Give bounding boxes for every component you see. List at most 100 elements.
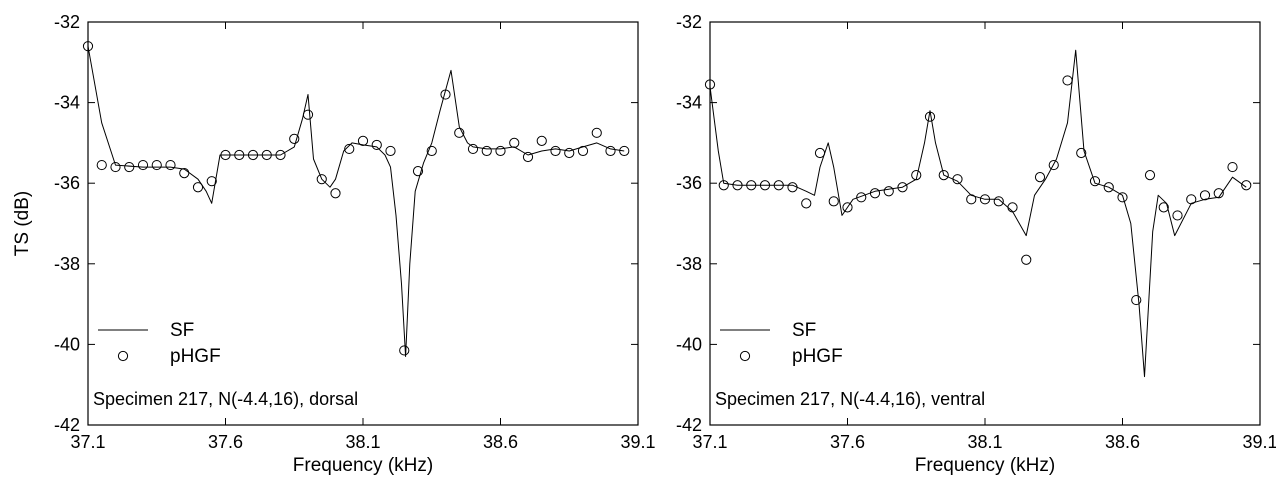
data-point-phgf xyxy=(96,159,107,171)
legend-label-sf: SF xyxy=(170,320,194,341)
data-point-phgf xyxy=(564,147,575,159)
data-point-phgf xyxy=(718,180,729,191)
data-point-phgf xyxy=(911,170,922,181)
data-point-phgf xyxy=(289,133,300,144)
data-point-phgf xyxy=(550,145,561,157)
y-tick-label: -38 xyxy=(54,254,80,274)
data-point-phgf xyxy=(1172,210,1183,221)
y-tick-label: -36 xyxy=(54,173,80,193)
data-point-phgf xyxy=(357,135,369,146)
data-point-phgf xyxy=(619,145,630,157)
data-point-phgf xyxy=(605,145,616,157)
data-point-phgf xyxy=(82,41,94,52)
data-point-phgf xyxy=(1213,188,1224,199)
data-point-phgf xyxy=(869,188,881,199)
data-point-phgf xyxy=(371,139,382,151)
data-point-phgf xyxy=(481,145,492,157)
data-point-phgf xyxy=(1034,172,1046,183)
data-point-phgf xyxy=(344,143,355,155)
data-point-phgf xyxy=(536,135,547,146)
data-point-phgf xyxy=(467,143,479,155)
data-point-phgf xyxy=(137,159,149,171)
data-point-phgf xyxy=(814,147,826,159)
specimen-annotation: Specimen 217, N(-4.4,16), dorsal xyxy=(93,389,358,409)
y-tick-label: -42 xyxy=(676,415,702,435)
y-axis-label: TS (dB) xyxy=(12,191,33,256)
data-point-phgf xyxy=(385,145,396,157)
y-tick-label: -42 xyxy=(54,415,80,435)
data-point-phgf xyxy=(883,186,894,197)
data-point-phgf xyxy=(591,127,602,138)
data-point-phgf xyxy=(952,174,963,185)
data-point-phgf xyxy=(897,182,908,193)
x-tick-label: 38.1 xyxy=(345,432,380,452)
data-point-phgf xyxy=(1076,147,1087,159)
data-point-phgf xyxy=(1117,192,1128,203)
x-tick-label: 37.6 xyxy=(208,432,243,452)
data-point-phgf xyxy=(1131,294,1142,306)
y-tick-label: -36 xyxy=(676,173,702,193)
data-point-phgf xyxy=(1186,194,1197,205)
data-point-phgf xyxy=(509,137,520,148)
data-point-phgf xyxy=(1062,75,1073,86)
series-line-sf xyxy=(87,46,625,357)
data-point-phgf xyxy=(192,182,204,193)
y-tick-label: -34 xyxy=(676,93,702,113)
data-point-phgf xyxy=(220,149,231,161)
y-tick-label: -38 xyxy=(676,254,702,274)
specimen-annotation: Specimen 217, N(-4.4,16), ventral xyxy=(715,389,985,409)
data-point-phgf xyxy=(938,170,949,181)
data-point-phgf xyxy=(1144,170,1156,181)
data-point-phgf xyxy=(1158,202,1169,213)
data-point-phgf xyxy=(302,109,314,120)
legend-label-sf: SF xyxy=(792,320,816,341)
legend-circle-marker xyxy=(739,350,751,362)
data-point-phgf xyxy=(124,161,135,173)
data-point-phgf xyxy=(1103,182,1114,193)
data-point-phgf xyxy=(495,145,506,157)
data-point-phgf xyxy=(151,159,162,171)
data-point-phgf xyxy=(773,180,784,191)
data-point-phgf xyxy=(110,161,121,173)
x-tick-label: 39.1 xyxy=(1242,432,1276,452)
data-point-phgf xyxy=(247,149,259,161)
y-tick-label: -40 xyxy=(54,334,80,354)
x-tick-label: 37.6 xyxy=(830,432,865,452)
data-point-phgf xyxy=(1199,190,1211,201)
data-point-phgf xyxy=(966,194,977,205)
legend-label-phgf: pHGF xyxy=(792,346,843,367)
x-tick-label: 37.1 xyxy=(692,432,727,452)
data-point-phgf xyxy=(732,180,743,191)
data-point-phgf xyxy=(828,196,839,207)
data-point-phgf xyxy=(399,345,410,356)
data-point-phgf xyxy=(316,174,327,185)
y-tick-label: -32 xyxy=(676,12,702,32)
data-point-phgf xyxy=(440,89,451,100)
data-point-phgf xyxy=(179,168,190,179)
y-tick-label: -34 xyxy=(54,93,80,113)
data-point-phgf xyxy=(1048,159,1059,171)
data-point-phgf xyxy=(330,188,341,199)
data-point-phgf xyxy=(704,79,716,90)
y-tick-label: -32 xyxy=(54,12,80,32)
data-point-phgf xyxy=(993,196,1004,207)
data-point-phgf xyxy=(856,192,867,203)
x-tick-label: 37.1 xyxy=(70,432,105,452)
x-tick-label: 38.6 xyxy=(1105,432,1140,452)
data-point-phgf xyxy=(1089,176,1101,187)
data-point-phgf xyxy=(1241,180,1252,191)
data-point-phgf xyxy=(206,176,217,187)
data-point-phgf xyxy=(1007,202,1018,213)
data-point-phgf xyxy=(979,194,991,205)
data-point-phgf xyxy=(801,198,812,209)
data-point-phgf xyxy=(261,149,272,161)
data-point-phgf xyxy=(275,149,286,161)
data-point-phgf xyxy=(165,159,176,171)
data-point-phgf xyxy=(759,180,771,191)
x-tick-label: 38.1 xyxy=(967,432,1002,452)
x-axis-label: Frequency (kHz) xyxy=(293,455,433,476)
data-point-phgf xyxy=(426,145,437,157)
